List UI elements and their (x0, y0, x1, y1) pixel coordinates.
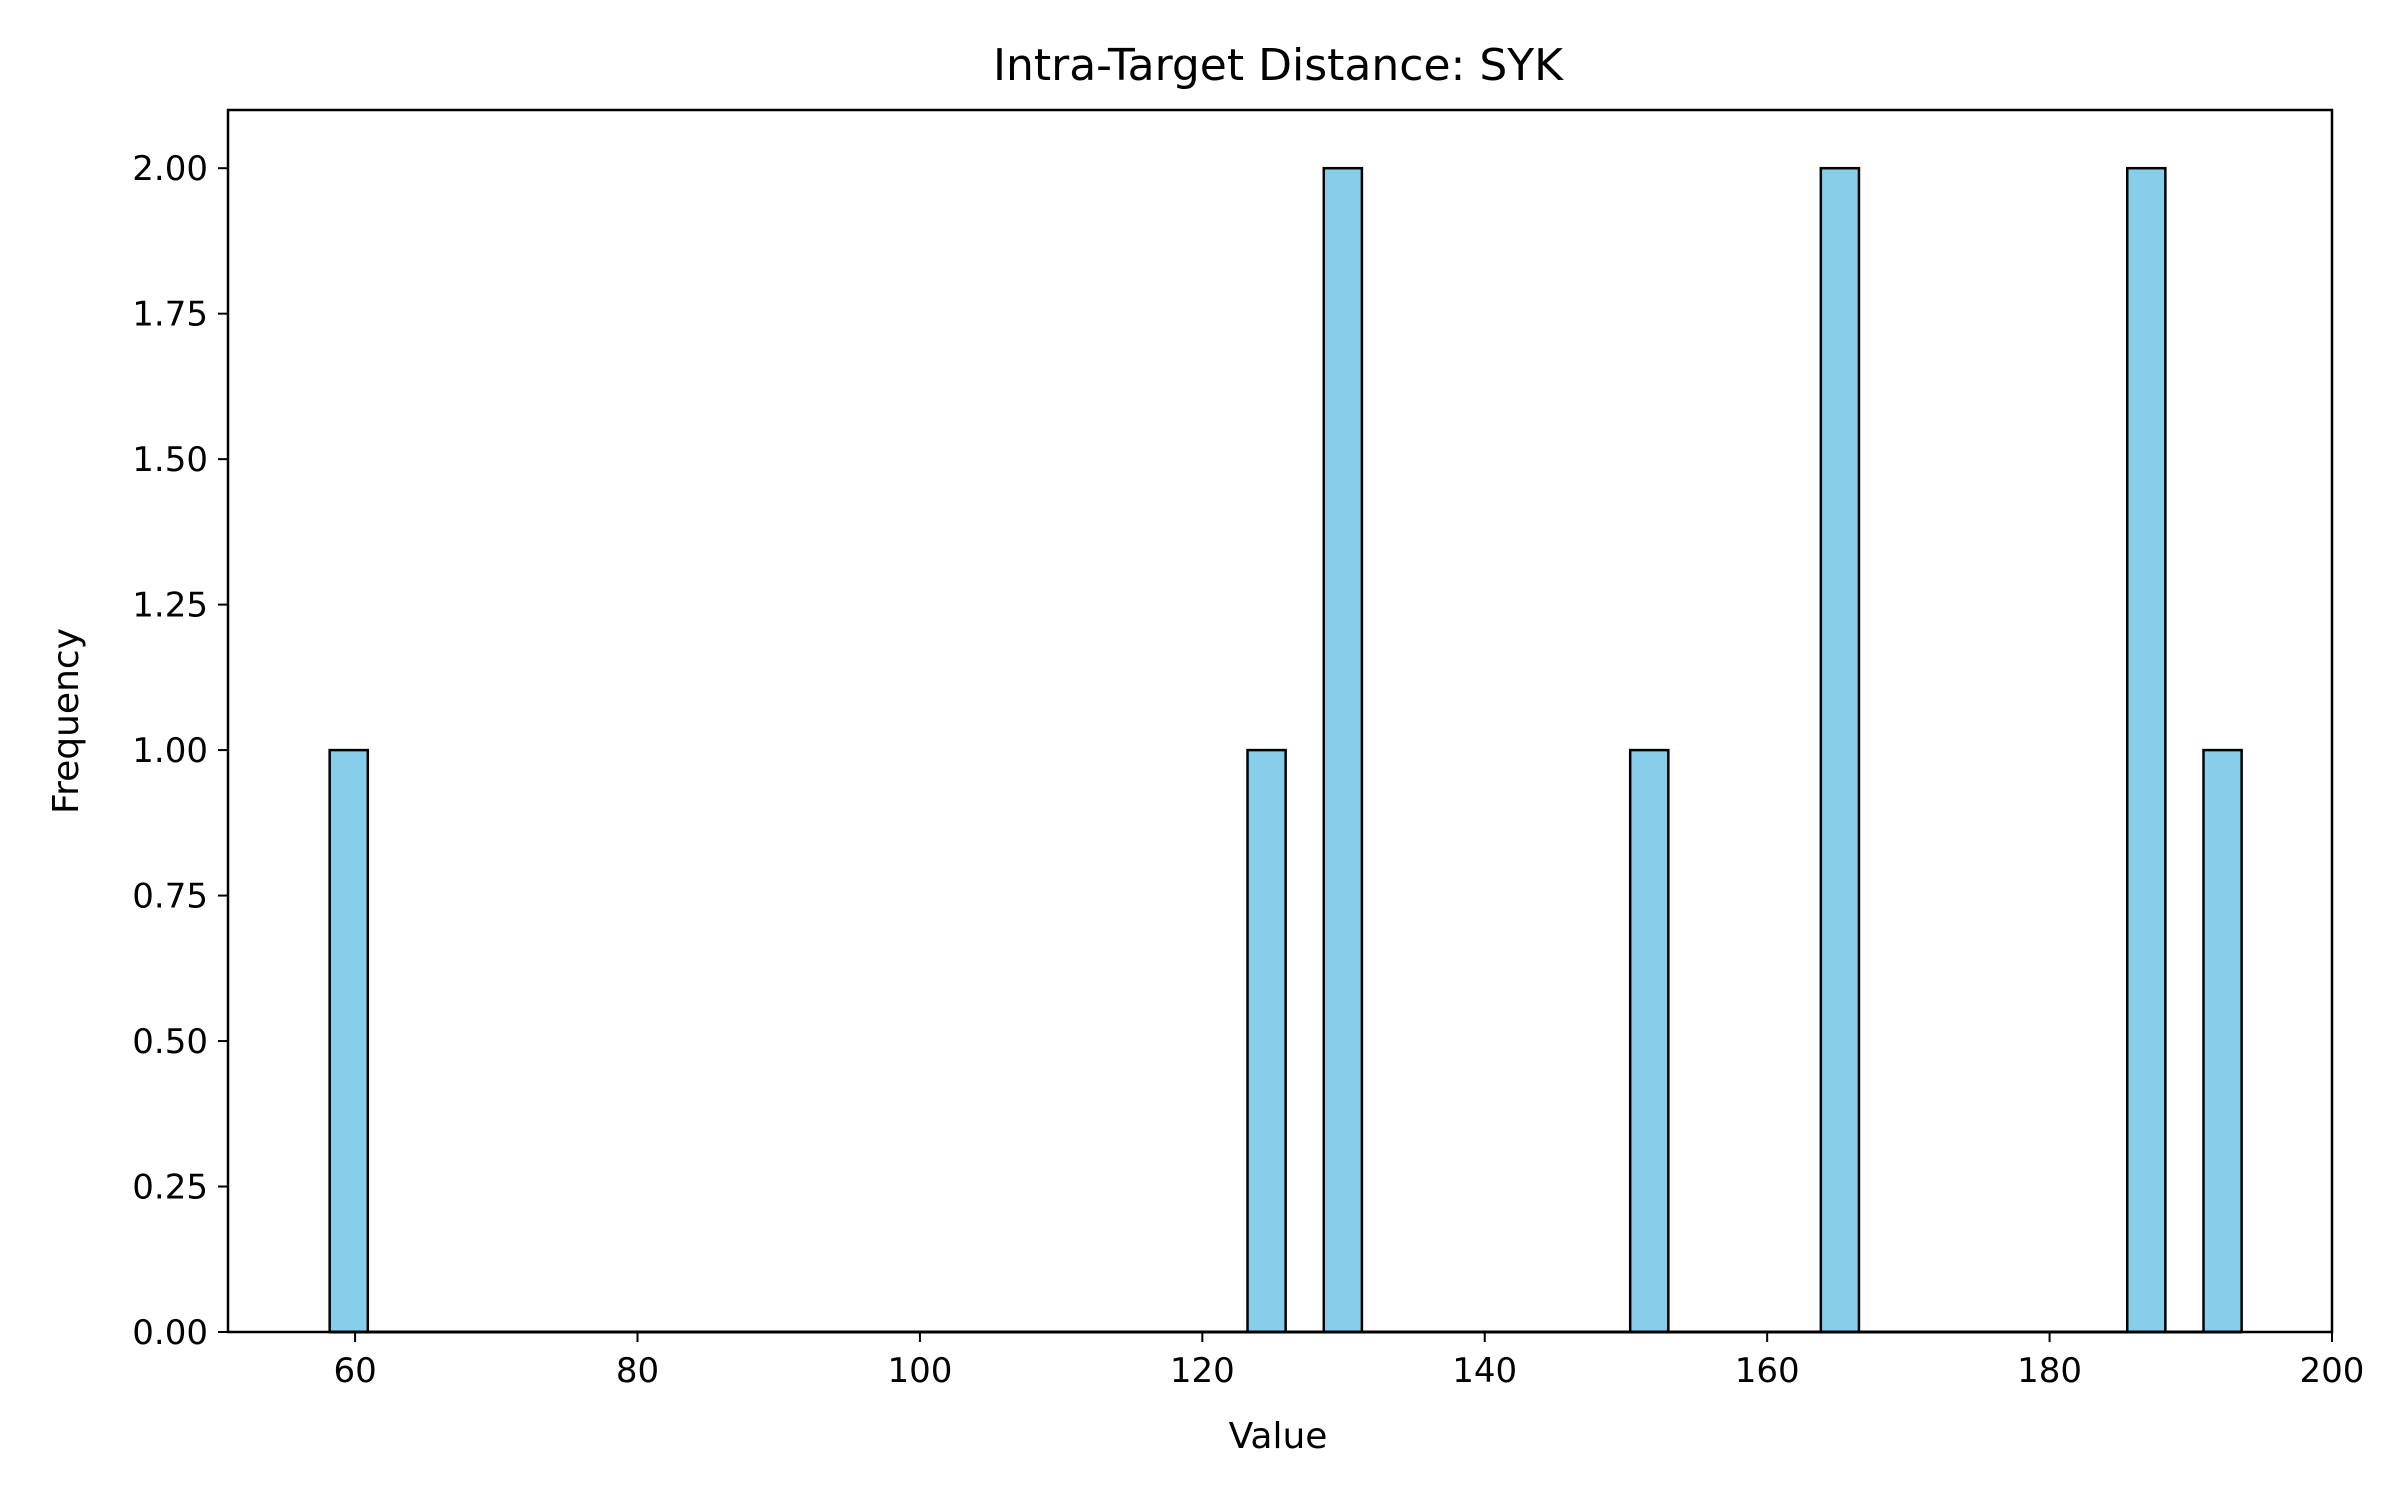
chart-title: Intra-Target Distance: SYK (993, 40, 1564, 91)
y-tick-label: 0.00 (132, 1313, 208, 1353)
histogram-bar (2202, 748, 2243, 1334)
x-tick-label: 120 (1170, 1351, 1235, 1391)
y-axis-ticks: 0.00 0.25 0.50 0.75 1.00 1.25 1.50 1.75 2.00 (132, 149, 228, 1353)
x-tick-label: 100 (887, 1351, 952, 1391)
x-tick-label: 80 (616, 1351, 659, 1391)
y-tick-label: 0.50 (132, 1022, 208, 1062)
histogram-bars (328, 166, 2243, 1334)
histogram-bar (1246, 748, 1287, 1334)
histogram-bar (2125, 166, 2167, 1334)
histogram-bar (1628, 748, 1670, 1334)
x-tick-label: 160 (1735, 1351, 1800, 1391)
x-axis-ticks: 60 80 100 120 140 160 180 200 (333, 1332, 2364, 1391)
x-tick-label: 180 (2017, 1351, 2082, 1391)
y-tick-label: 2.00 (132, 149, 208, 189)
x-tick-label: 140 (1452, 1351, 1517, 1391)
histogram-bar (1322, 166, 1364, 1334)
y-axis-label: Frequency (46, 628, 87, 814)
plot-frame (226, 108, 2334, 1334)
x-tick-label: 200 (2300, 1351, 2365, 1391)
x-axis-label: Value (1229, 1416, 1328, 1457)
histogram-bar (328, 748, 370, 1334)
y-tick-label: 0.75 (132, 877, 208, 917)
y-tick-label: 1.00 (132, 731, 208, 771)
y-tick-label: 0.25 (132, 1168, 208, 1208)
histogram-bar (1819, 166, 1861, 1334)
y-tick-label: 1.75 (132, 295, 208, 335)
x-tick-label: 60 (333, 1351, 376, 1391)
y-tick-label: 1.25 (132, 586, 208, 626)
y-tick-label: 1.50 (132, 440, 208, 480)
